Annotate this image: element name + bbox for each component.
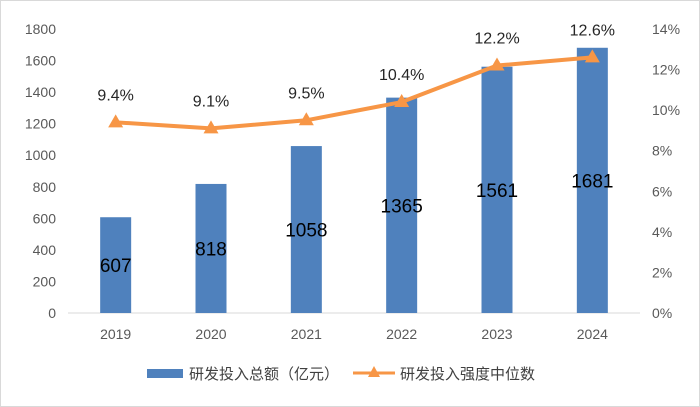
line-value-label: 12.2% — [474, 31, 519, 48]
bar — [100, 217, 132, 313]
bar — [481, 66, 513, 313]
line-value-label: 9.4% — [97, 87, 133, 104]
x-tick-label: 2022 — [386, 326, 417, 342]
y-left-tick-label: 800 — [33, 179, 57, 195]
x-tick-label: 2024 — [577, 326, 608, 342]
bar — [386, 97, 418, 313]
y-left-tick-label: 600 — [33, 210, 57, 226]
y-left-tick-label: 1000 — [25, 147, 56, 163]
line-value-label: 10.4% — [379, 67, 424, 84]
y-right-tick-label: 10% — [652, 102, 680, 118]
legend: 研发投入总额（亿元） 研发投入强度中位数 — [147, 365, 535, 383]
line-marker-triangle — [489, 57, 505, 71]
bar — [576, 47, 608, 314]
y-right-tick-label: 4% — [652, 224, 672, 240]
bar-value-label: 818 — [195, 239, 227, 260]
line-marker-triangle — [584, 49, 600, 63]
y-right-tick-label: 0% — [652, 305, 672, 321]
bar — [290, 146, 322, 313]
data-labels: 607 818 1058 1365 1561 1681 9.4% 9.1% 9.5% 10.4% 1… — [97, 22, 615, 277]
x-tick-label: 2021 — [291, 326, 322, 342]
line-marker-triangle — [108, 114, 124, 128]
bar-series — [100, 47, 608, 314]
y-left-tick-label: 1200 — [25, 116, 56, 132]
y-left-tick-label: 200 — [33, 273, 57, 289]
y-right-tick-label: 14% — [652, 21, 680, 37]
bar-value-label: 1561 — [476, 181, 518, 202]
y-left-tick-label: 1800 — [25, 21, 56, 37]
line-value-label: 9.5% — [288, 85, 324, 102]
legend-label-line: 研发投入强度中位数 — [400, 365, 535, 383]
bar-value-label: 1058 — [285, 221, 327, 242]
x-tick-label: 2020 — [195, 326, 226, 342]
y-left-tick-label: 400 — [33, 242, 57, 258]
bar-value-label: 1681 — [571, 171, 613, 192]
bar-value-label: 607 — [100, 256, 132, 277]
line-series — [108, 49, 600, 134]
series-line — [115, 55, 593, 131]
line-marker-triangle — [394, 94, 410, 108]
y-left-tick-label: 1400 — [25, 84, 56, 100]
bar — [195, 183, 227, 313]
line-value-label: 9.1% — [193, 93, 229, 110]
y-right-tick-label: 6% — [652, 183, 672, 199]
y-right-tick-label: 8% — [652, 143, 672, 159]
y-left-tick-label: 1600 — [25, 53, 56, 69]
axes: 0 200 400 600 800 1000 1200 1400 1600 1800 0% 2% 4% 6… — [25, 21, 680, 342]
legend-marker-triangle — [368, 366, 380, 377]
line-value-label: 12.6% — [570, 22, 615, 39]
y-right-tick-label: 2% — [652, 264, 672, 280]
y-left-tick-label: 0 — [48, 305, 56, 321]
line-marker-triangle — [298, 112, 314, 126]
x-tick-label: 2019 — [100, 326, 131, 342]
legend-swatch-bar — [147, 369, 183, 378]
bar-value-label: 1365 — [381, 196, 423, 217]
legend-label-bar: 研发投入总额（亿元） — [189, 365, 339, 383]
y-right-tick-label: 12% — [652, 62, 680, 78]
x-tick-label: 2023 — [481, 326, 512, 342]
line-marker-triangle — [203, 120, 219, 134]
